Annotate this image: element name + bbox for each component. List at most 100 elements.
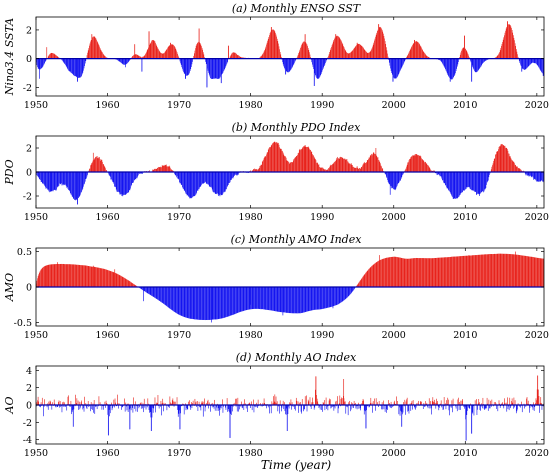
negative-bar xyxy=(400,172,401,181)
positive-bar xyxy=(465,50,467,59)
positive-bar xyxy=(381,28,382,59)
negative-bar xyxy=(208,172,209,185)
negative-bar xyxy=(151,405,153,418)
positive-bar xyxy=(437,257,439,287)
negative-bar xyxy=(229,405,230,413)
positive-bar xyxy=(170,403,172,405)
negative-bar xyxy=(346,287,347,299)
positive-bar xyxy=(341,397,342,405)
negative-bar xyxy=(227,58,229,62)
positive-bar xyxy=(497,253,499,287)
positive-bar xyxy=(357,44,359,59)
positive-bar xyxy=(502,39,504,59)
positive-bar xyxy=(488,254,490,287)
positive-bar xyxy=(514,400,516,405)
positive-bar xyxy=(461,49,463,59)
negative-bar xyxy=(456,58,457,69)
y-tick-label: 0 xyxy=(26,283,32,294)
negative-bar xyxy=(535,172,537,181)
positive-bar xyxy=(331,46,332,59)
negative-bar xyxy=(200,287,202,320)
positive-bar xyxy=(495,403,497,405)
negative-bar xyxy=(427,405,429,409)
positive-bar xyxy=(505,147,507,172)
positive-bar xyxy=(450,256,452,287)
positive-bar xyxy=(372,153,374,172)
negative-bar xyxy=(303,405,304,412)
negative-bar xyxy=(477,58,478,72)
negative-bar xyxy=(531,172,533,177)
negative-bar xyxy=(270,287,272,311)
positive-bar xyxy=(459,402,460,405)
negative-bar xyxy=(133,172,134,183)
negative-bar xyxy=(286,287,288,313)
negative-bar xyxy=(300,287,301,314)
positive-bar xyxy=(430,401,431,405)
positive-bar xyxy=(375,34,377,59)
positive-bar xyxy=(292,162,294,172)
negative-bar xyxy=(286,58,288,72)
positive-bar xyxy=(511,159,512,172)
negative-bar xyxy=(86,172,87,179)
positive-bar xyxy=(53,264,55,287)
negative-bar xyxy=(187,287,189,319)
positive-bar xyxy=(422,258,423,287)
positive-bar xyxy=(295,397,297,405)
positive-bar xyxy=(261,54,263,59)
positive-bar xyxy=(434,257,435,287)
negative-bar xyxy=(518,58,520,62)
positive-bar xyxy=(357,402,359,405)
positive-bar xyxy=(535,398,537,405)
positive-bar xyxy=(232,52,234,59)
positive-bar xyxy=(100,160,102,172)
negative-bar xyxy=(39,172,41,180)
positive-bar xyxy=(472,255,474,287)
negative-bar xyxy=(539,405,540,413)
positive-bar xyxy=(85,265,87,287)
negative-bar xyxy=(180,287,181,316)
positive-bar xyxy=(466,51,468,59)
positive-bar xyxy=(257,170,258,172)
positive-bar xyxy=(505,402,507,405)
negative-bar xyxy=(119,172,121,195)
positive-bar xyxy=(428,166,429,172)
negative-bar xyxy=(295,287,296,314)
positive-bar xyxy=(510,156,511,172)
positive-bar xyxy=(496,151,498,172)
peak-negative-bar xyxy=(125,58,126,68)
positive-bar xyxy=(443,397,445,405)
negative-bar xyxy=(288,58,290,72)
positive-bar xyxy=(502,253,503,287)
negative-bar xyxy=(62,58,63,61)
positive-bar xyxy=(496,253,498,287)
negative-bar xyxy=(485,58,487,61)
positive-bar xyxy=(467,255,468,287)
positive-bar xyxy=(407,54,409,59)
positive-bar xyxy=(266,44,267,59)
positive-bar xyxy=(396,256,397,287)
positive-bar xyxy=(425,54,426,59)
positive-bar xyxy=(359,281,360,287)
negative-bar xyxy=(321,287,323,310)
negative-bar xyxy=(481,172,483,192)
negative-bar xyxy=(126,172,128,194)
positive-bar xyxy=(156,402,158,405)
positive-bar xyxy=(473,255,474,287)
positive-bar xyxy=(320,168,322,172)
positive-bar xyxy=(86,265,87,287)
negative-bar xyxy=(481,58,483,65)
positive-bar xyxy=(81,265,82,287)
positive-bar xyxy=(499,50,501,59)
positive-bar xyxy=(49,54,50,59)
negative-bar xyxy=(61,405,63,413)
negative-bar xyxy=(236,405,238,412)
positive-bar xyxy=(162,53,164,59)
positive-bar xyxy=(273,30,275,59)
negative-bar xyxy=(62,172,63,185)
negative-bar xyxy=(126,405,127,407)
positive-bar xyxy=(515,46,517,59)
monthly-bars xyxy=(36,375,545,441)
negative-bar xyxy=(348,287,350,296)
negative-bar xyxy=(414,405,416,409)
positive-bar xyxy=(421,258,423,287)
